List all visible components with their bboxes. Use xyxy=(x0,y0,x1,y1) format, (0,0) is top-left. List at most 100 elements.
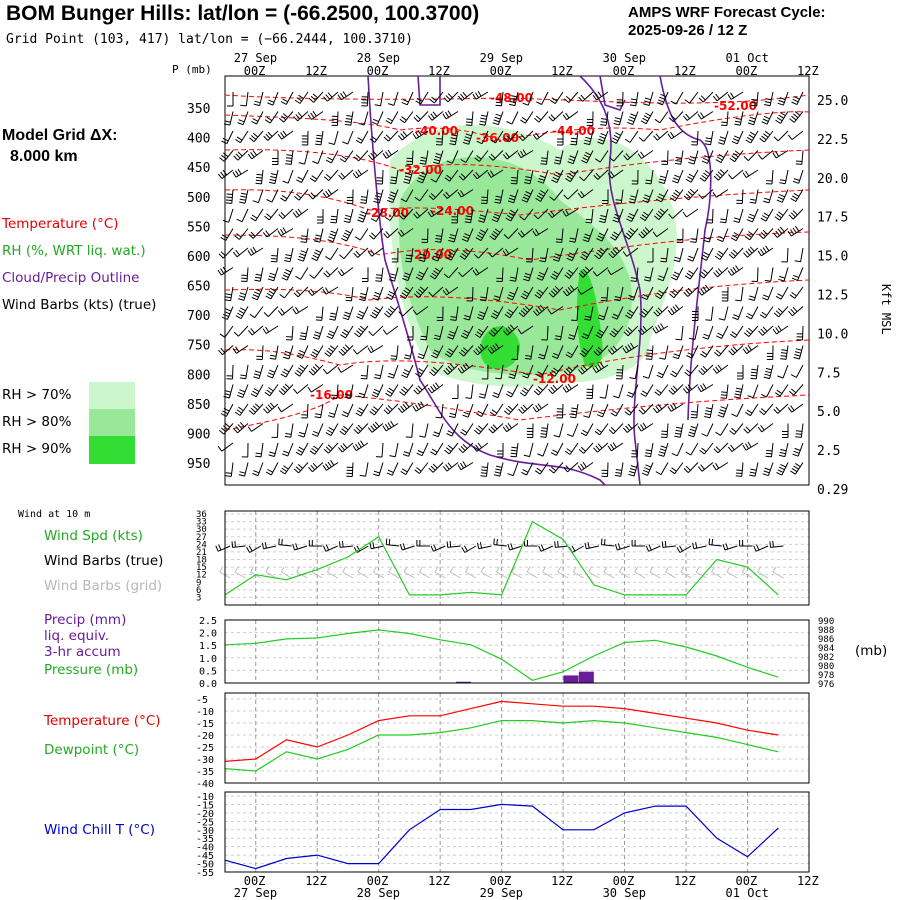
wind-barb xyxy=(492,111,504,126)
wind-barb xyxy=(293,111,309,122)
wind-barb xyxy=(262,228,279,238)
legend-dewpoint: Dewpoint (°C) xyxy=(44,742,140,758)
wind-barb xyxy=(374,364,384,380)
wind-barb-true xyxy=(676,545,692,553)
wind-barb xyxy=(338,169,354,180)
wind-chill-tick-label: -15 xyxy=(196,800,214,811)
wind-barb xyxy=(277,130,294,140)
wind-chill-line xyxy=(224,803,779,870)
wind-barb xyxy=(524,345,534,360)
wind-barb xyxy=(652,228,669,238)
wind-barb xyxy=(296,169,309,183)
wind-barb xyxy=(607,267,624,276)
wind-barb xyxy=(538,345,549,360)
wind-barb-true xyxy=(261,542,277,550)
wind-barb xyxy=(277,403,294,413)
wind-barb xyxy=(548,384,564,395)
wind-barb xyxy=(749,462,759,477)
wind-barb xyxy=(557,131,564,146)
temperature-tick-label: -5 xyxy=(196,695,208,706)
wind-barb xyxy=(443,363,459,375)
wind-barb xyxy=(795,423,804,438)
cloud-precip-outline xyxy=(417,76,441,106)
wind-barb xyxy=(645,169,654,185)
wind-barb xyxy=(729,150,744,163)
wind-barb xyxy=(223,111,234,126)
wind-barb xyxy=(341,228,354,242)
wind-chill-tick-label: -55 xyxy=(196,868,214,879)
wind-barb xyxy=(578,364,594,375)
wind-barb xyxy=(565,345,579,359)
wind-barb xyxy=(488,247,504,258)
wind-barb xyxy=(772,325,789,335)
wind-barb xyxy=(233,150,249,161)
wind-10m-label: Wind at 10 m xyxy=(18,509,91,520)
wind-barb xyxy=(271,423,279,438)
precip-tick-label: 0.5 xyxy=(199,666,217,677)
wind-speed-tick-label: 9 xyxy=(196,578,201,588)
wind-barb xyxy=(607,442,624,452)
wind-barb xyxy=(492,384,504,399)
wind-barb xyxy=(547,306,564,315)
pressure-tick-label-right: 978 xyxy=(818,671,834,681)
wind-barb xyxy=(628,189,639,204)
wind-barb xyxy=(631,442,639,458)
temperature-tick-label: -40 xyxy=(196,779,214,790)
wind-barb xyxy=(405,247,414,263)
wind-barb xyxy=(776,462,789,476)
temperature-contour xyxy=(225,339,809,376)
wind-barb xyxy=(370,208,384,222)
wind-barb xyxy=(322,364,339,375)
wind-barb xyxy=(337,267,354,277)
wind-barb xyxy=(476,130,489,145)
wind-barb-grid xyxy=(280,566,292,579)
wind-barb xyxy=(371,384,384,398)
wind-barb xyxy=(460,423,474,436)
wind-barb xyxy=(297,247,309,262)
pressure-tick-label: 350 xyxy=(187,102,210,117)
wind-barb-true xyxy=(477,542,492,550)
wind-barb-true xyxy=(524,540,538,547)
wind-barb xyxy=(683,111,699,121)
wind-barb-grid xyxy=(618,566,630,579)
wind-barb xyxy=(532,228,549,237)
wind-barb xyxy=(562,111,579,121)
wind-barb xyxy=(445,247,459,261)
wind-barb xyxy=(553,423,564,438)
wind-barb xyxy=(339,423,354,436)
wind-barb xyxy=(610,403,624,417)
wind-barb xyxy=(330,208,339,224)
wind-barb xyxy=(270,247,279,263)
bottom-date-label: 29 Sep xyxy=(480,886,523,900)
pressure-tick-label: 700 xyxy=(187,309,210,324)
wind-barb xyxy=(372,286,384,301)
wind-barb xyxy=(660,247,669,263)
wind-barb-grid xyxy=(526,566,538,579)
wind-barb xyxy=(307,110,324,120)
wind-barb xyxy=(583,130,594,146)
wind-barb xyxy=(474,423,489,435)
wind-barb xyxy=(436,306,444,321)
wind-barb xyxy=(337,364,354,373)
wind-barb xyxy=(626,208,639,222)
wind-barb xyxy=(225,189,234,204)
wind-barb xyxy=(793,345,804,360)
wind-barb xyxy=(775,286,789,300)
top-date-label: 28 Sep xyxy=(357,51,400,65)
temperature-contour xyxy=(225,231,809,261)
wind-barb xyxy=(652,403,669,414)
wind-barb xyxy=(773,130,789,142)
wind-barb xyxy=(443,91,459,103)
wind-barb xyxy=(248,403,264,415)
wind-barb xyxy=(598,208,609,224)
wind-barb xyxy=(547,208,564,218)
wind-barb xyxy=(502,423,519,433)
wind-barb xyxy=(794,247,804,263)
wind-barb xyxy=(757,245,774,257)
legend-rh70-swatch xyxy=(89,382,135,409)
wind-barb xyxy=(427,111,444,121)
wind-barb xyxy=(247,423,264,432)
wind-barb xyxy=(237,384,249,398)
wind-barb-grid xyxy=(342,566,354,579)
rh-90-region xyxy=(577,269,603,368)
